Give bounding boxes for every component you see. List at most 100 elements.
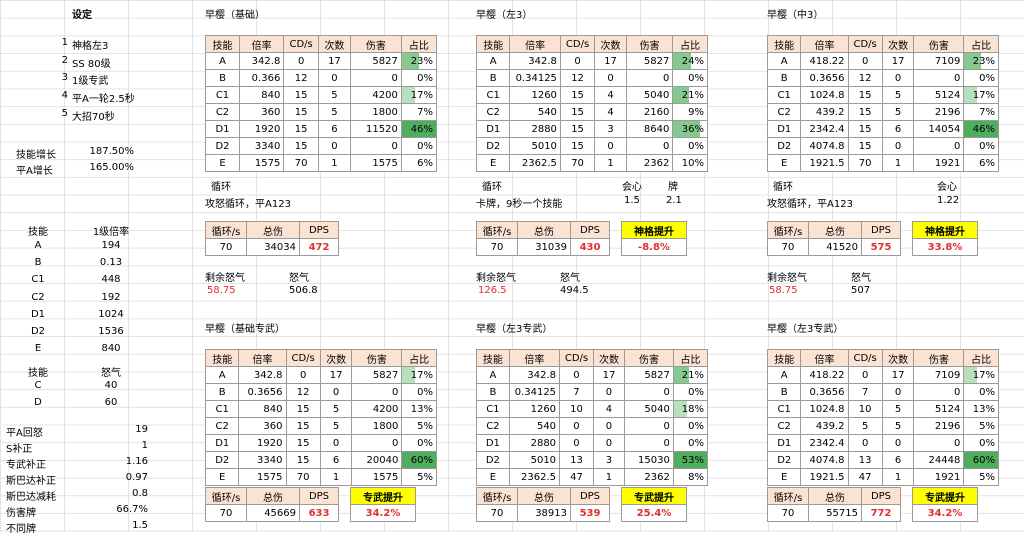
table-cell[interactable]: 15 <box>285 434 321 452</box>
table-cell[interactable]: 70 <box>559 154 596 172</box>
column-header[interactable]: 倍率 <box>238 35 285 53</box>
table-cell[interactable]: 4074.8 <box>800 451 849 469</box>
lift-label[interactable]: 神格提升 <box>621 221 687 239</box>
column-header[interactable]: 次数 <box>881 35 915 53</box>
table-cell[interactable]: D2 <box>766 137 802 155</box>
table-cell[interactable]: 17 <box>881 52 915 70</box>
table-cell[interactable]: 15 <box>559 137 596 155</box>
table-cell[interactable]: 15 <box>285 451 321 469</box>
skill-header-name[interactable]: 技能 <box>28 227 48 238</box>
column-header[interactable]: 倍率 <box>800 35 849 53</box>
table-cell[interactable]: B <box>204 383 240 401</box>
summary-cell[interactable]: 41520 <box>808 238 862 256</box>
table-cell[interactable]: 2342.4 <box>800 120 849 138</box>
table-cell[interactable]: 1024.8 <box>800 86 849 104</box>
table-cell[interactable]: 15 <box>283 103 319 121</box>
table-cell[interactable]: 47 <box>559 468 594 486</box>
table-row[interactable]: D2 5010 13 3 15030 53% <box>476 451 709 469</box>
setting-text[interactable]: 神格左3 <box>72 41 109 52</box>
table-cell[interactable]: 15 <box>847 103 883 121</box>
rage-key[interactable]: C <box>34 380 42 391</box>
table-cell[interactable]: 0.3656 <box>238 383 287 401</box>
table-cell[interactable]: D1 <box>475 120 511 138</box>
table-cell[interactable]: 2196 <box>913 417 965 435</box>
summary-cell[interactable]: 575 <box>861 238 901 256</box>
table-cell[interactable]: D2 <box>204 451 240 469</box>
table-cell[interactable]: 2342.4 <box>800 434 849 452</box>
table-cell[interactable]: 7 <box>559 383 594 401</box>
table-cell[interactable]: 0 <box>351 434 403 452</box>
summary-cell[interactable]: 45669 <box>246 504 300 522</box>
table-cell[interactable]: 7% <box>963 103 999 121</box>
table-cell[interactable]: 0 <box>319 434 353 452</box>
summary-header[interactable]: 循环/s <box>767 487 809 505</box>
skill-mult[interactable]: 194 <box>101 240 121 251</box>
summary-header[interactable]: DPS <box>299 487 339 505</box>
param-label[interactable]: 不同牌 <box>6 524 36 535</box>
table-cell[interactable]: 8640 <box>625 120 674 138</box>
table-cell[interactable]: 439.2 <box>800 417 849 435</box>
table-cell[interactable]: 1 <box>317 154 351 172</box>
table-cell[interactable]: 0 <box>913 137 965 155</box>
summary-header[interactable]: DPS <box>570 487 610 505</box>
table-cell[interactable]: 13 <box>559 451 594 469</box>
table-cell[interactable]: 70 <box>285 468 321 486</box>
table-cell[interactable]: E <box>766 154 802 172</box>
table-cell[interactable]: 5 <box>881 417 915 435</box>
summary-header[interactable]: DPS <box>299 221 339 239</box>
table-row[interactable]: C1 840 15 5 4200 17% <box>205 86 438 104</box>
table-cell[interactable]: 0% <box>672 137 708 155</box>
table-cell[interactable]: 7% <box>400 103 438 121</box>
table-row[interactable]: D2 3340 15 0 0 0% <box>205 137 438 155</box>
table-cell[interactable]: 0% <box>672 383 709 401</box>
column-header[interactable]: 次数 <box>881 349 915 367</box>
summary-cell[interactable]: 472 <box>299 238 339 256</box>
table-cell[interactable]: 0 <box>349 137 402 155</box>
table-cell[interactable]: 14054 <box>913 120 965 138</box>
table-cell[interactable]: 0 <box>317 69 351 87</box>
skill-mult[interactable]: 448 <box>101 274 121 286</box>
summary-header[interactable]: 总伤 <box>808 221 862 239</box>
table-cell[interactable]: C1 <box>766 86 802 104</box>
table-cell[interactable]: C1 <box>204 400 240 418</box>
table-cell[interactable]: 15 <box>559 86 596 104</box>
table-cell[interactable]: 840 <box>238 400 287 418</box>
table-cell[interactable]: 15 <box>283 120 319 138</box>
param-label[interactable]: 专武补正 <box>6 460 46 471</box>
table-cell[interactable]: 15 <box>847 86 883 104</box>
table-cell[interactable]: 23% <box>400 52 438 70</box>
setting-text[interactable]: 1级专武 <box>72 76 109 88</box>
table-cell[interactable]: A <box>476 366 510 384</box>
table-cell[interactable]: 13% <box>963 400 999 418</box>
summary-cell[interactable]: 70 <box>205 504 247 522</box>
crit-label[interactable]: 会心 <box>622 182 642 193</box>
table-cell[interactable]: 0 <box>913 383 965 401</box>
column-header[interactable]: 次数 <box>594 35 627 53</box>
summary-table[interactable]: 循环/s 总伤 DPS 70 38913 539 <box>476 487 610 522</box>
table-cell[interactable]: 840 <box>238 86 285 104</box>
table-cell[interactable]: 0.3656 <box>800 69 849 87</box>
table-cell[interactable]: 1575 <box>349 154 402 172</box>
table-cell[interactable]: 0% <box>401 434 437 452</box>
table-cell[interactable]: D1 <box>204 434 240 452</box>
table-cell[interactable]: 1921.5 <box>800 468 849 486</box>
table-cell[interactable]: 540 <box>508 417 561 435</box>
summary-row[interactable]: 70 41520 575 <box>767 238 901 256</box>
table-cell[interactable]: A <box>766 52 802 70</box>
table-cell[interactable]: 15 <box>283 137 319 155</box>
panel-title[interactable]: 早樱（左3） <box>476 10 533 21</box>
param-value[interactable]: 66.7% <box>116 504 148 515</box>
table-cell[interactable]: 5124 <box>913 400 965 418</box>
skill-mult[interactable]: 0.13 <box>99 257 123 269</box>
table-cell[interactable]: 0.34125 <box>508 383 561 401</box>
table-cell[interactable]: 1921 <box>913 468 965 486</box>
remain-rage-value[interactable]: 126.5 <box>478 285 507 296</box>
table-row[interactable]: B 0.34125 7 0 0 0% <box>476 383 709 401</box>
setting-index[interactable]: 4 <box>61 90 68 102</box>
table-cell[interactable]: 13% <box>401 400 437 418</box>
skill-table[interactable]: 技能 倍率 CD/s 次数 伤害 占比 A 342.8 0 17 5827 23% B 0.366 12 0 0… <box>205 35 438 172</box>
summary-cell[interactable]: 55715 <box>808 504 862 522</box>
skill-key[interactable]: D2 <box>30 326 46 337</box>
column-header[interactable]: CD/s <box>847 35 883 53</box>
table-cell[interactable]: 17 <box>881 366 915 384</box>
